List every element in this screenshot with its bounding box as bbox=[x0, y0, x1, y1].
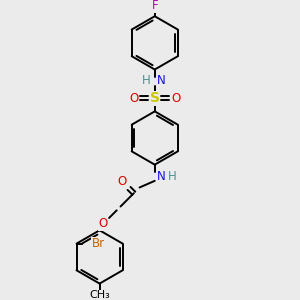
Text: Br: Br bbox=[92, 237, 105, 250]
Text: O: O bbox=[118, 175, 127, 188]
Text: N: N bbox=[157, 169, 165, 183]
Text: H: H bbox=[168, 169, 177, 183]
Text: N: N bbox=[157, 74, 165, 87]
Text: CH₃: CH₃ bbox=[89, 290, 110, 300]
Text: H: H bbox=[142, 74, 151, 87]
Text: O: O bbox=[99, 217, 108, 230]
Text: O: O bbox=[129, 92, 139, 105]
Text: O: O bbox=[171, 92, 180, 105]
Text: S: S bbox=[150, 91, 160, 105]
Text: F: F bbox=[152, 0, 158, 12]
